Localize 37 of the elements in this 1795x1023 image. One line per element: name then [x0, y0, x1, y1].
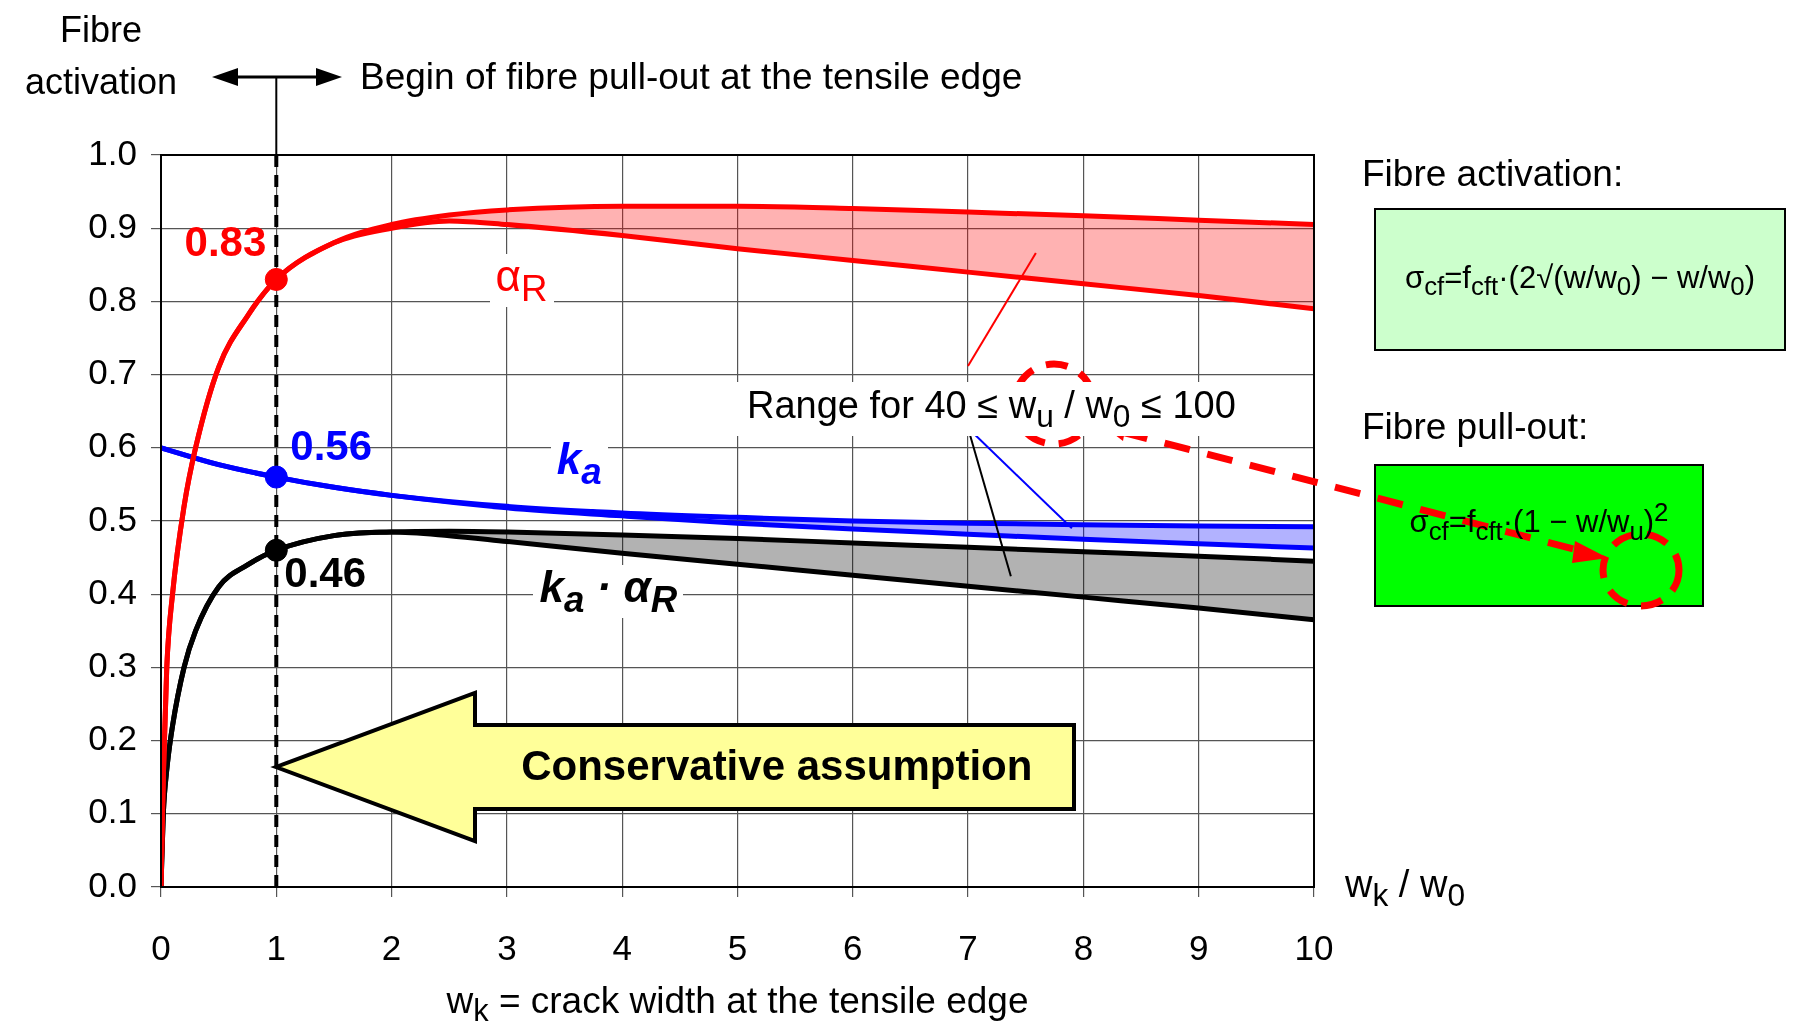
x-tick-label: 0 [151, 927, 171, 967]
annotation: Conservative assumption [521, 742, 1033, 789]
y-tick-label: 0.9 [88, 205, 137, 245]
text: Fibre pull-out: [1362, 406, 1589, 447]
y-tick-label: 0.5 [88, 498, 137, 538]
x-tick-label: 7 [958, 927, 978, 967]
text: w$_{k}$ / w$_{0}$ [1345, 863, 1466, 913]
y-tick-label: 1.0 [88, 132, 137, 172]
text: Fibre activation [23, 8, 179, 104]
y-tick-label: 0.6 [88, 425, 137, 465]
x-tick-label: 5 [727, 927, 748, 967]
y-tick-label: 0.0 [88, 864, 137, 904]
text: σ$_{cf}$=f$_{cft}$·(1 − w/w$_{u}$)$^{2}$ [1409, 498, 1669, 545]
text: σ$_{cf}$=f$_{cft}$·(2√(w/w$_{0}$) − w/w$_{0}$) [1405, 260, 1755, 301]
data-label: 0.46 [284, 549, 368, 597]
series-label: k$_{a}$ · α$_{R}$ [533, 561, 684, 620]
x-tick-label: 8 [1073, 927, 1094, 967]
x-tick-label: 3 [497, 927, 517, 967]
series-label: k$_{a}$ [550, 433, 608, 492]
x-tick-label: 9 [1188, 927, 1209, 967]
y-tick-label: 0.8 [88, 279, 137, 319]
x-tick-label: 6 [843, 927, 863, 967]
x-axis-title: w$_{k}$ = crack width at the tensile edge [446, 980, 1029, 1023]
x-tick-label: 2 [381, 927, 402, 967]
series-label: α$_{R}$ [489, 250, 554, 309]
text: Fibre activation: [1362, 153, 1624, 194]
y-tick-label: 0.1 [88, 791, 137, 831]
data-label: 0.83 [183, 218, 267, 266]
y-tick-label: 0.7 [88, 352, 137, 392]
x-tick-label: 1 [266, 927, 287, 967]
y-tick-label: 0.2 [88, 718, 137, 758]
y-tick-label: 0.4 [88, 571, 137, 611]
annotation: Range for 40 ≤ w$_{u}$ / w$_{0}$ ≤ 100 [733, 382, 1250, 437]
x-tick-label: 4 [612, 927, 632, 967]
y-tick-label: 0.3 [88, 645, 137, 685]
text: Begin of fibre pull-out at the tensile edge [360, 56, 1023, 97]
x-tick-label: 10 [1294, 927, 1334, 967]
